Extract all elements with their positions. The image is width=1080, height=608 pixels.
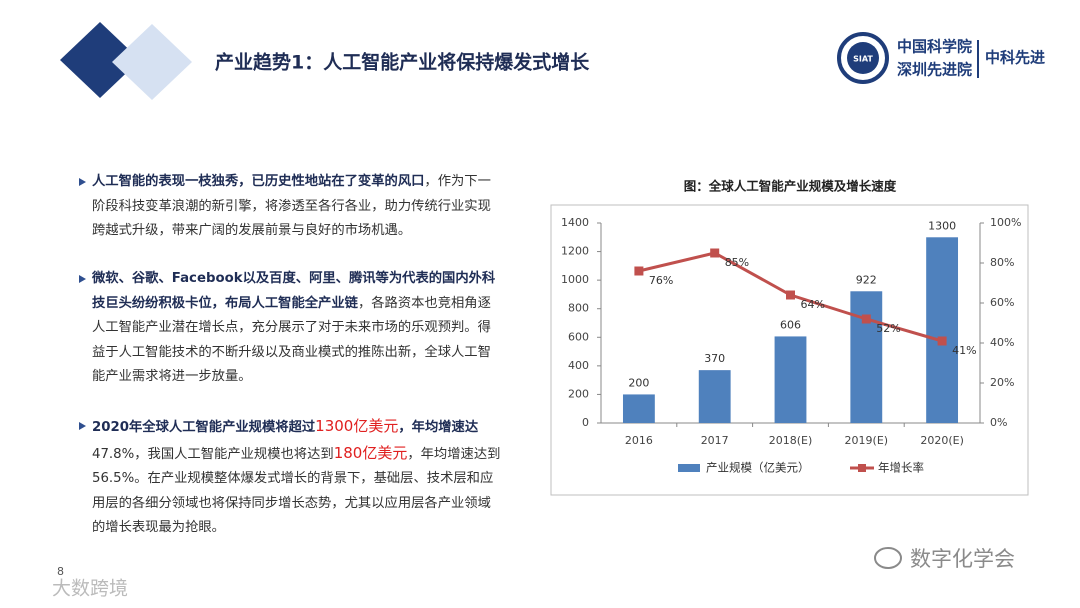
bar-label: 200 [628, 376, 649, 389]
bullet-text: 微软、谷歌、Facebook以及百度、阿里、腾讯等为代表的国内外科技巨头纷纷积极… [92, 271, 496, 311]
y-tick-label: 600 [568, 330, 589, 343]
point-label: 41% [952, 344, 976, 357]
watermark: 大数跨境 [52, 578, 128, 600]
bullet-text: 47.8%，我国人工智能产业规模也将达到 [92, 446, 334, 462]
deco-diamond [112, 24, 192, 100]
bar [926, 237, 959, 423]
point-label: 76% [649, 274, 673, 287]
point-label: 64% [801, 298, 825, 311]
bullet: 2020年全球人工智能产业规模将超过1300亿美元，年均增速达 47.8%，我国人… [79, 414, 504, 541]
page-number: 8 [57, 565, 64, 578]
watermark: 数字化学会 [910, 547, 1015, 571]
y2-tick-label: 100% [990, 216, 1021, 229]
point-label: 52% [876, 322, 900, 335]
line-marker [634, 266, 644, 276]
y-tick-label: 0 [582, 416, 589, 429]
bullet-text: 1300亿美元 [315, 417, 399, 435]
legend-label: 产业规模（亿美元） [706, 461, 810, 475]
watermark-icon [874, 547, 902, 569]
bullet-text: ，年均增速达到56.5%。在产业规模整体爆发式增长的背景下，基础层、技术层和应用… [92, 446, 501, 536]
logo-text: 深圳先进院 [897, 61, 972, 79]
legend-swatch [678, 464, 700, 472]
bullet-text: 人工智能的表现一枝独秀，已历史性地站在了变革的风口 [92, 174, 425, 189]
x-tick-label: 2018(E) [769, 434, 813, 447]
bullet-text: 2020年全球人工智能产业规模将超过 [92, 420, 316, 435]
y-tick-label: 800 [568, 302, 589, 315]
line-marker [786, 290, 795, 300]
slide-title: 产业趋势1：人工智能产业将保持爆发式增长 [215, 51, 590, 74]
logo-badge: SIAT [853, 55, 873, 64]
y-tick-label: 400 [568, 359, 589, 372]
bar [850, 291, 883, 423]
logo-brand: 中科先进 [985, 49, 1045, 67]
x-tick-label: 2016 [625, 434, 653, 447]
y-tick-label: 200 [568, 387, 589, 400]
bar [698, 370, 731, 423]
line-marker [937, 336, 947, 346]
y2-tick-label: 0% [990, 416, 1007, 429]
bar [774, 336, 807, 423]
logo-core [847, 42, 879, 74]
chart-title: 图：全球人工智能产业规模及增长速度 [684, 179, 897, 194]
y2-tick-label: 20% [990, 376, 1014, 389]
y-tick-label: 1200 [561, 245, 589, 258]
bar-label: 922 [856, 273, 877, 286]
bar-label: 1300 [928, 219, 956, 232]
bullet-text: 180亿美元 [333, 443, 408, 462]
bullet-text: ，年均增速达 [398, 420, 479, 435]
line-marker [861, 314, 871, 324]
y2-tick-label: 60% [990, 296, 1014, 309]
y2-tick-label: 80% [990, 256, 1014, 269]
legend-swatch [858, 464, 866, 472]
bullet-text: ，作为下一阶段科技变革浪潮的新引擎，将渗透至各行各业，助力传统行业实现跨越式升级… [92, 174, 491, 238]
bullet: 微软、谷歌、Facebook以及百度、阿里、腾讯等为代表的国内外科技巨头纷纷积极… [79, 267, 504, 390]
bar-label: 606 [780, 318, 801, 331]
x-tick-label: 2017 [701, 434, 729, 447]
x-tick-label: 2019(E) [845, 434, 889, 447]
logo-text: 中国科学院 [897, 38, 972, 56]
legend-label: 年增长率 [878, 461, 924, 475]
bullet: 人工智能的表现一枝独秀，已历史性地站在了变革的风口，作为下一阶段科技变革浪潮的新… [79, 170, 504, 244]
y2-tick-label: 40% [990, 336, 1014, 349]
bullet-text: ，各路资本也竞相角逐人工智能产业潜在增长点，充分展示了对于未来市场的乐观预判。得… [92, 295, 491, 385]
bar-label: 370 [704, 352, 725, 365]
line-marker [710, 248, 720, 258]
bar [622, 394, 655, 423]
x-tick-label: 2020(E) [920, 434, 964, 447]
point-label: 85% [725, 256, 749, 269]
y-tick-label: 1400 [561, 216, 589, 229]
y-tick-label: 1000 [561, 273, 589, 286]
deco-diamond [60, 22, 140, 98]
